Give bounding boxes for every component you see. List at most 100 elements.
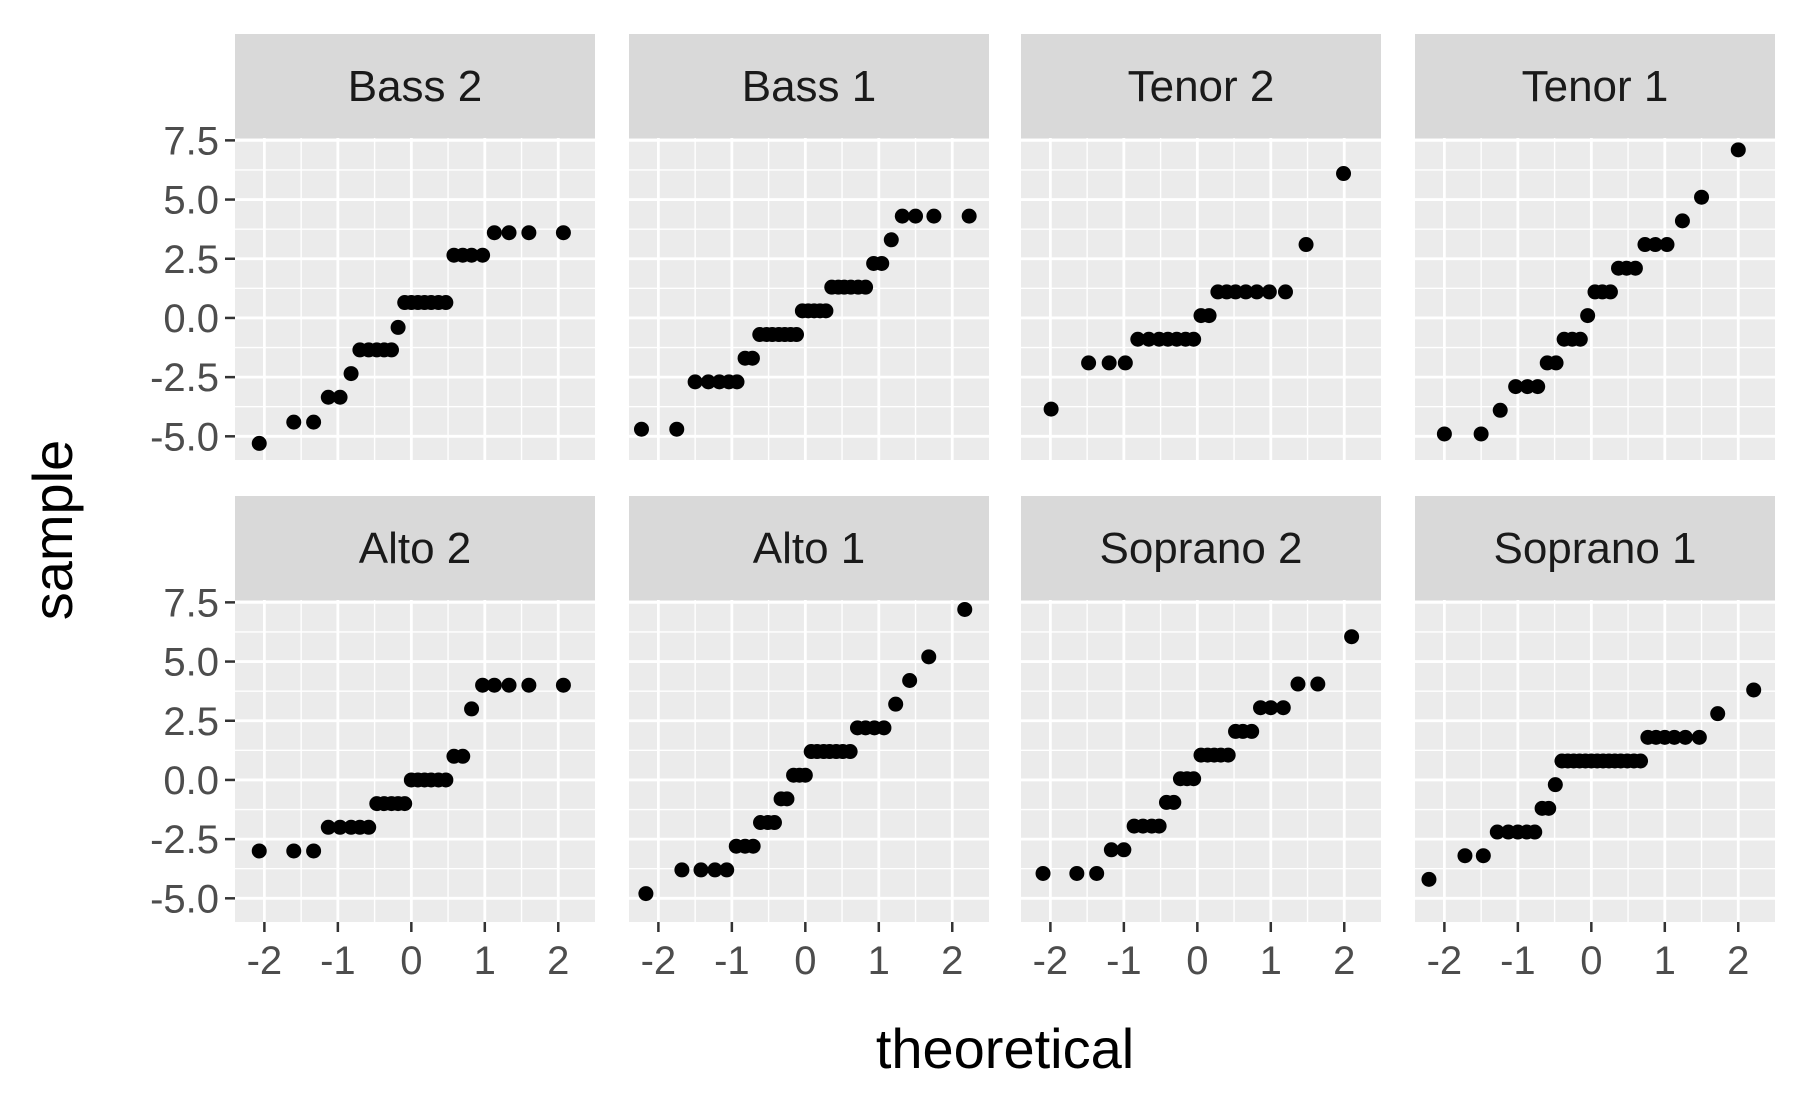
data-point — [1290, 676, 1306, 692]
data-point — [486, 225, 502, 241]
data-point — [766, 815, 782, 831]
data-point — [475, 677, 491, 693]
data-point — [1519, 379, 1535, 395]
data-point — [1457, 848, 1473, 864]
data-point — [638, 886, 654, 902]
y-tick-label: 7.5 — [163, 581, 219, 625]
facet-strip-label: Bass 1 — [742, 62, 877, 111]
x-tick-label: 2 — [941, 939, 963, 983]
y-tick-label: -2.5 — [150, 356, 219, 400]
x-tick-label: -2 — [1427, 939, 1463, 983]
data-point — [1475, 848, 1491, 864]
facet-strip-label: Bass 2 — [348, 62, 483, 111]
data-point — [555, 677, 571, 693]
x-tick-label: -1 — [320, 939, 356, 983]
x-tick-label: 0 — [1186, 939, 1208, 983]
data-point — [1677, 729, 1693, 745]
data-point — [397, 796, 413, 812]
x-tick-label: -1 — [1500, 939, 1536, 983]
data-point — [874, 255, 890, 271]
data-point — [251, 435, 267, 451]
data-point — [521, 225, 537, 241]
data-point — [961, 208, 977, 224]
data-point — [700, 374, 716, 390]
x-tick-label: 2 — [1333, 939, 1355, 983]
facet-strip — [629, 496, 989, 600]
data-point — [286, 414, 302, 430]
data-point — [687, 374, 703, 390]
data-point — [464, 701, 480, 717]
data-point — [779, 791, 795, 807]
data-point — [555, 225, 571, 241]
panel-background — [235, 600, 595, 922]
data-point — [1508, 379, 1524, 395]
data-point — [1344, 629, 1360, 645]
data-point — [1244, 723, 1260, 739]
y-tick-label: 7.5 — [163, 119, 219, 163]
data-point — [1201, 308, 1217, 324]
data-point — [1730, 142, 1746, 158]
data-point — [383, 342, 399, 358]
data-point — [1336, 166, 1352, 182]
data-point — [501, 677, 517, 693]
data-point — [1637, 237, 1653, 253]
facet-panel-8: Soprano 1 -2 -1 0 1 2 — [1415, 496, 1775, 983]
data-point — [464, 247, 480, 263]
facet-strip — [629, 34, 989, 138]
data-point — [1116, 842, 1132, 858]
data-point — [438, 295, 454, 311]
data-point — [1130, 331, 1146, 347]
data-point — [1069, 865, 1085, 881]
facet-strip-label: Tenor 1 — [1522, 62, 1669, 111]
data-point — [1081, 355, 1097, 371]
x-tick-label: 1 — [1654, 939, 1676, 983]
data-point — [1421, 871, 1437, 887]
data-point — [343, 366, 359, 382]
data-point — [251, 843, 267, 859]
facet-panel-5: Alto 2 -5.0 -2.5 0.0 2.5 5.0 7.5 -2 -1 0 1 2 — [150, 496, 595, 983]
data-point — [1527, 824, 1543, 840]
data-point — [501, 225, 517, 241]
data-point — [1694, 189, 1710, 205]
facet-panel-6: Alto 1 -2 -1 0 1 2 — [629, 496, 989, 983]
y-tick-label: 2.5 — [163, 238, 219, 282]
data-point — [1141, 331, 1157, 347]
data-point — [1666, 729, 1682, 745]
data-point — [674, 862, 690, 878]
data-point — [858, 279, 874, 295]
data-point — [1298, 237, 1314, 253]
data-point — [1473, 426, 1489, 442]
data-point — [888, 696, 904, 712]
data-point — [1220, 747, 1236, 763]
data-point — [1103, 842, 1119, 858]
data-point — [1166, 794, 1182, 810]
facet-strip — [235, 496, 595, 600]
data-point — [286, 843, 302, 859]
data-point — [1530, 379, 1546, 395]
data-point — [883, 232, 899, 248]
data-point — [908, 208, 924, 224]
data-point — [320, 389, 336, 405]
y-tick-label: 0.0 — [163, 297, 219, 341]
x-tick-label: -1 — [714, 939, 750, 983]
data-point — [693, 862, 709, 878]
data-point — [1674, 213, 1690, 229]
data-point — [1310, 676, 1326, 692]
data-point — [1633, 753, 1649, 769]
x-tick-label: -2 — [641, 939, 677, 983]
data-point — [876, 720, 892, 736]
data-point — [1541, 800, 1557, 816]
facet-strip-label: Alto 2 — [359, 524, 472, 573]
facet-strip — [235, 34, 595, 138]
data-point — [1249, 284, 1265, 300]
panel-background — [629, 138, 989, 460]
data-point — [789, 327, 805, 343]
x-tick-label: 0 — [794, 939, 816, 983]
data-point — [438, 772, 454, 788]
facet-strip-label: Alto 1 — [753, 524, 866, 573]
data-point — [744, 350, 760, 366]
data-point — [926, 208, 942, 224]
facet-panel-1: Bass 2 -5.0 -2.5 0.0 2.5 5.0 7.5 — [150, 34, 595, 460]
data-point — [719, 862, 735, 878]
